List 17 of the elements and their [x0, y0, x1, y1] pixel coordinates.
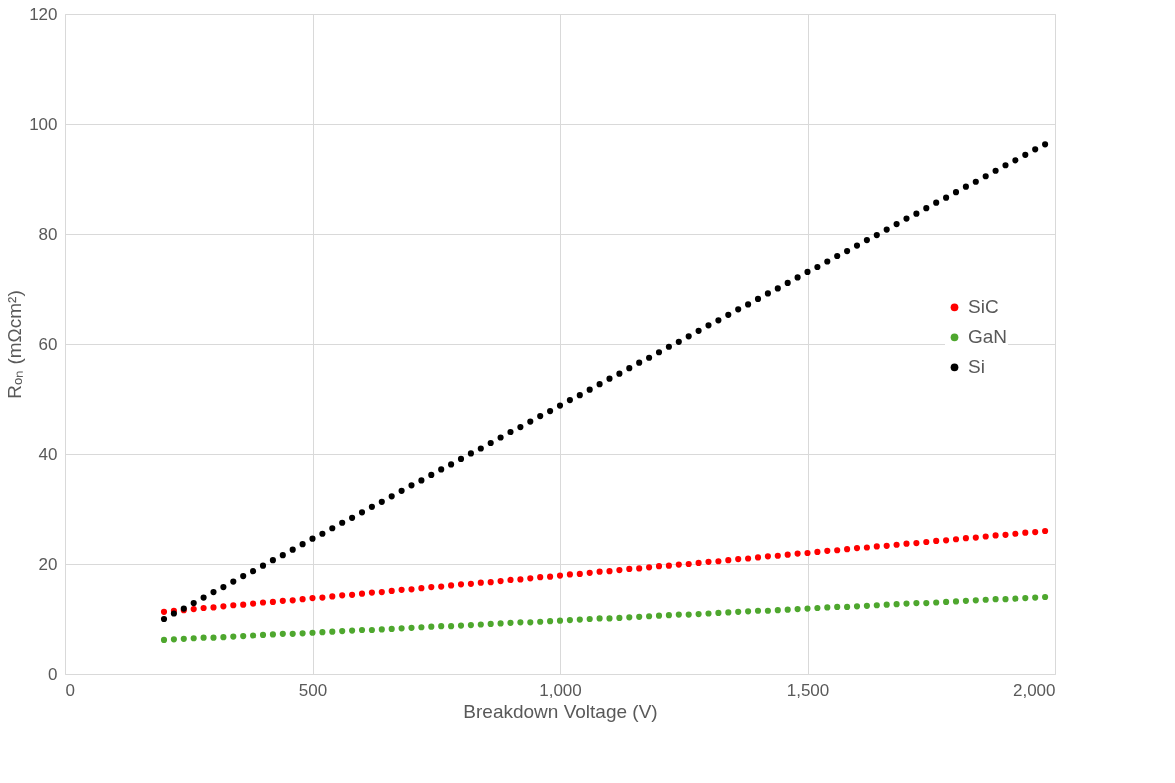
legend-label: SiC — [968, 296, 999, 318]
x-tick-label: 500 — [298, 680, 328, 700]
y-tick-label: 40 — [38, 444, 58, 464]
x-axis-title: Breakdown Voltage (V) — [463, 700, 658, 722]
y-tick-label: 120 — [29, 4, 58, 24]
x-tick-label: 2,000 — [1012, 680, 1056, 700]
y-tick-label: 80 — [38, 224, 58, 244]
y-tick-label: 20 — [38, 554, 58, 574]
x-tick-label: 1,000 — [539, 680, 582, 700]
y-tick-label: 60 — [38, 334, 58, 354]
x-tick-label: 0 — [65, 680, 75, 700]
x-tick-label: 1,500 — [786, 680, 830, 700]
legend-label: Si — [968, 356, 985, 378]
y-tick-label: 100 — [29, 114, 58, 134]
y-tick-label: 0 — [48, 664, 58, 684]
y-axis-title: Rₒₙ (mΩcm²) — [4, 290, 26, 399]
legend-label: GaN — [968, 326, 1008, 348]
